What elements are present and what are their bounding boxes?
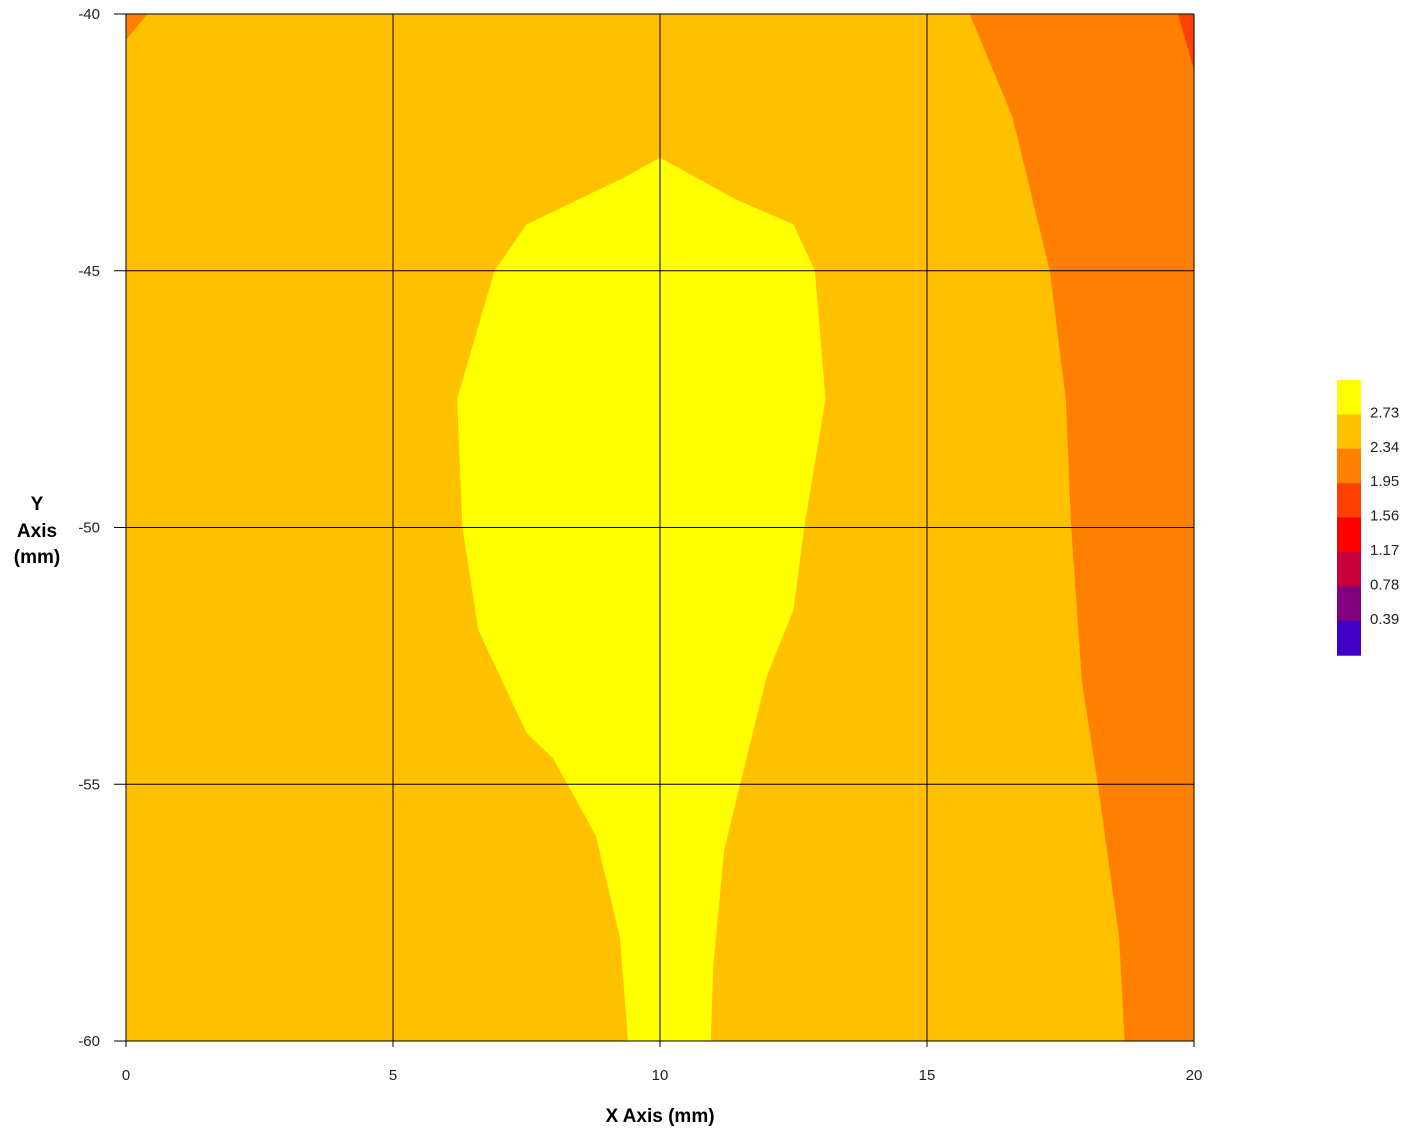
y-axis-title: Y Axis (mm) [14,494,60,568]
legend-swatch-6 [1337,586,1361,622]
legend-swatch-4 [1337,517,1361,553]
y-tick-label-2: -50 [78,520,100,537]
contour-region-2 [126,14,148,40]
legend-label-7: 0.39 [1370,611,1399,628]
y-tick-label-4: -60 [78,1033,100,1050]
legend-swatch-1 [1337,414,1361,450]
legend-label-6: 0.78 [1370,576,1399,593]
legend-swatch-5 [1337,552,1361,587]
legend-label-3: 1.95 [1370,473,1399,490]
legend-swatch-7 [1337,620,1361,656]
y-axis-title-line-2: Axis [17,521,57,542]
legend-swatch-3 [1337,483,1361,519]
x-tick-label-4: 20 [1186,1067,1203,1084]
y-tick-label-3: -55 [78,776,100,793]
contour-region-1 [457,157,826,1042]
legend-swatch-0 [1337,380,1361,415]
color-legend: 2.73 2.34 1.95 1.56 1.17 0.78 0.39 [1337,380,1399,656]
x-tick-label-0: 0 [122,1067,130,1084]
x-axis-title: X Axis (mm) [605,1106,714,1127]
axis-ticks: 0 5 10 15 20 -40 -45 -50 -55 -60 [78,6,1202,1084]
x-tick-label-3: 15 [919,1067,936,1084]
y-axis-title-line-1: Y [31,494,44,515]
legend-label-4: 1.56 [1370,508,1399,525]
contour-region-3 [1178,14,1194,71]
legend-label-1: 2.73 [1370,404,1399,421]
legend-label-5: 1.17 [1370,542,1399,559]
y-tick-label-1: -45 [78,263,100,280]
y-tick-label-0: -40 [78,6,100,23]
y-axis-title-line-3: (mm) [14,547,60,568]
legend-swatch-2 [1337,448,1361,484]
x-tick-label-2: 10 [652,1067,669,1084]
x-tick-label-1: 5 [389,1067,397,1084]
legend-label-2: 2.34 [1370,439,1399,456]
